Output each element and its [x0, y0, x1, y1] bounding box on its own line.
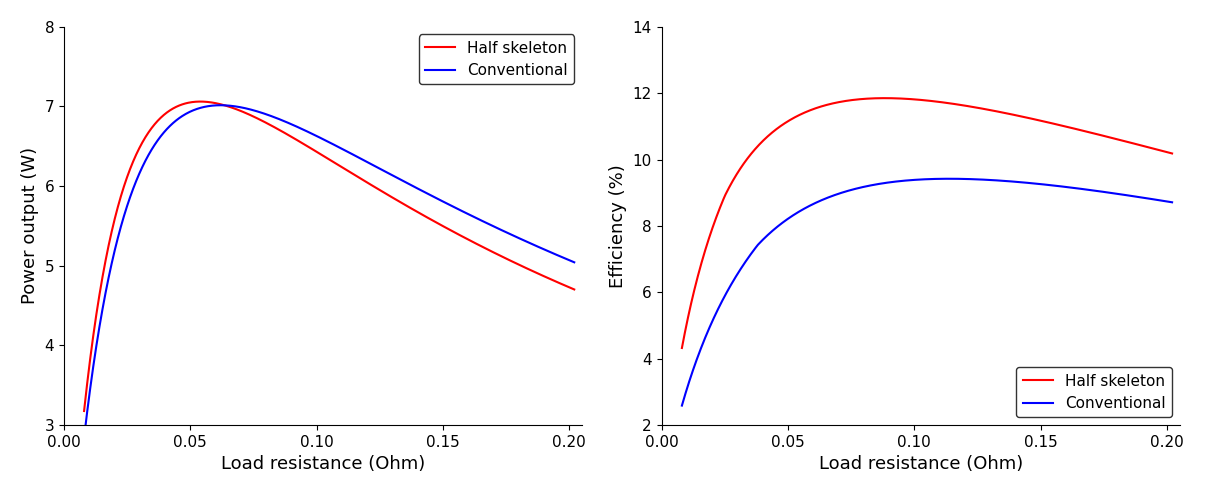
Conventional [500, 230, 514, 236]
Half skeleton [362, 181, 377, 187]
Conventional [449, 206, 463, 211]
Legend: Half skeleton, Conventional: Half skeleton, Conventional [1016, 368, 1172, 417]
Conventional [943, 176, 957, 182]
Conventional [362, 160, 377, 166]
Half skeleton [449, 230, 463, 236]
Conventional [705, 319, 719, 325]
Half skeleton [567, 287, 582, 292]
Conventional [1165, 199, 1179, 205]
Conventional [987, 177, 1002, 183]
Line: Half skeleton: Half skeleton [682, 98, 1172, 348]
Half skeleton [390, 197, 404, 203]
Half skeleton [1046, 121, 1061, 127]
Half skeleton [877, 95, 892, 101]
Conventional [973, 176, 987, 182]
Conventional [212, 102, 227, 108]
Conventional [375, 167, 390, 173]
Conventional [1046, 183, 1061, 189]
Half skeleton [705, 226, 719, 232]
Conventional [390, 175, 404, 181]
Half skeleton [193, 99, 208, 105]
X-axis label: Load resistance (Ohm): Load resistance (Ohm) [818, 455, 1022, 473]
Half skeleton [375, 189, 390, 195]
Line: Conventional: Conventional [682, 179, 1172, 406]
Conventional [960, 176, 974, 182]
Half skeleton [973, 105, 987, 111]
Half skeleton [960, 103, 974, 109]
Legend: Half skeleton, Conventional: Half skeleton, Conventional [419, 35, 575, 84]
Half skeleton [1165, 151, 1179, 157]
Half skeleton [1097, 133, 1112, 139]
Half skeleton [675, 345, 689, 351]
Half skeleton [500, 256, 514, 262]
Conventional [107, 250, 122, 256]
Y-axis label: Efficiency (%): Efficiency (%) [610, 164, 628, 288]
Line: Half skeleton: Half skeleton [84, 102, 575, 411]
Conventional [567, 259, 582, 265]
Conventional [675, 403, 689, 409]
Conventional [77, 435, 92, 441]
Half skeleton [987, 108, 1002, 114]
Half skeleton [77, 408, 92, 414]
Y-axis label: Power output (W): Power output (W) [21, 147, 39, 304]
Conventional [1097, 189, 1112, 195]
Half skeleton [107, 218, 122, 224]
Line: Conventional: Conventional [84, 105, 575, 438]
X-axis label: Load resistance (Ohm): Load resistance (Ohm) [221, 455, 425, 473]
